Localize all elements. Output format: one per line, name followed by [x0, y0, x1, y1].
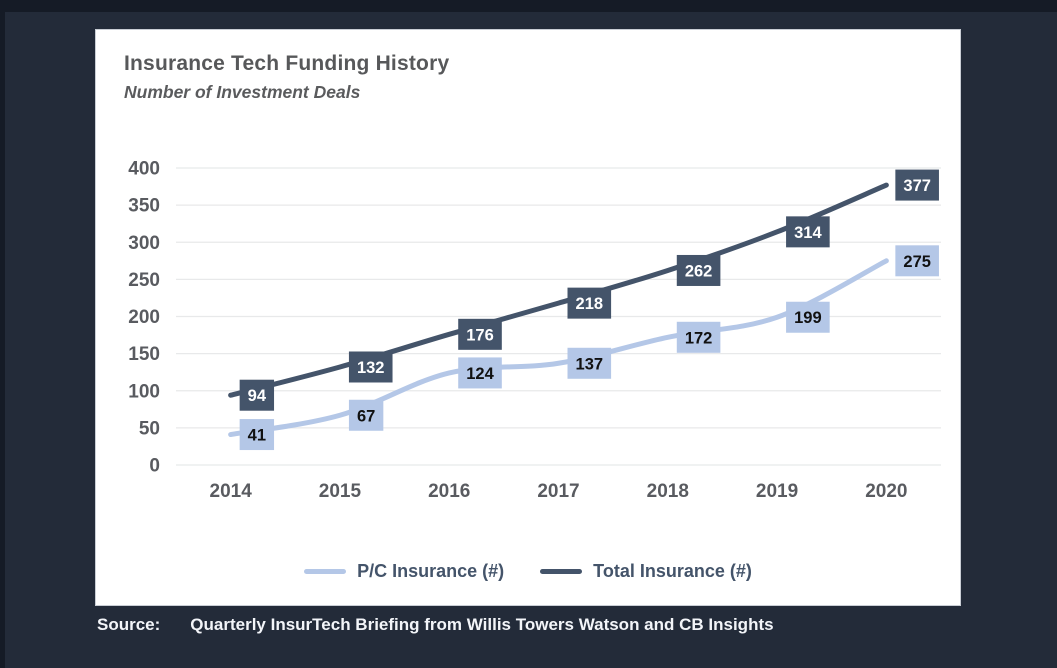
x-axis-tick-label: 2016 — [428, 481, 470, 502]
y-axis-tick-label: 200 — [128, 307, 160, 328]
x-axis-tick-label: 2014 — [210, 481, 253, 502]
line-chart: 0 50 100 150 200 250 300 350 400 2014 2015 2016 2017… — [128, 159, 941, 502]
data-label: 218 — [576, 295, 604, 313]
x-axis-tick-label: 2019 — [756, 481, 798, 502]
data-label: 41 — [248, 427, 266, 445]
x-axis-tick-label: 2020 — [865, 481, 907, 502]
data-label: 132 — [357, 359, 385, 377]
data-label-box — [458, 357, 502, 389]
y-axis-tick-label: 400 — [128, 159, 160, 180]
window-frame-left — [0, 0, 5, 668]
window-frame-top — [0, 0, 1057, 12]
pc-insurance-line-swatch — [304, 569, 347, 574]
data-label-box — [239, 379, 275, 411]
legend-label: P/C Insurance (#) — [357, 561, 505, 581]
data-label: 124 — [466, 365, 494, 383]
data-label: 67 — [357, 407, 375, 425]
data-label-box — [348, 351, 393, 383]
data-label: 176 — [466, 326, 494, 344]
y-axis-tick-label: 150 — [128, 344, 160, 365]
data-label: 172 — [685, 329, 713, 347]
data-label: 314 — [794, 224, 822, 242]
data-label-box — [786, 216, 830, 248]
y-axis-tick-label: 50 — [139, 418, 160, 439]
data-label-box — [348, 399, 384, 431]
y-axis-tick-label: 100 — [128, 381, 160, 402]
data-label-box — [567, 347, 612, 379]
series-line-total — [228, 182, 889, 398]
series-line-pc — [228, 258, 889, 438]
source-label: Source: — [97, 615, 161, 634]
data-label: 94 — [248, 387, 267, 405]
chart-subtitle: Number of Investment Deals — [124, 82, 361, 102]
source-text: Quarterly InsurTech Briefing from Willis… — [190, 615, 774, 634]
chart-card: Insurance Tech Funding History Number of… — [95, 29, 961, 606]
x-axis-tick-label: 2018 — [647, 481, 689, 502]
x-axis-tick-label: 2015 — [319, 481, 362, 502]
legend-item-total-insurance: Total Insurance (#) — [540, 561, 752, 582]
legend: P/C Insurance (#) Total Insurance (#) — [96, 561, 960, 582]
data-label-box — [567, 287, 612, 319]
chart-header: Insurance Tech Funding History Number of… — [124, 52, 449, 103]
data-label: 262 — [685, 262, 713, 280]
data-label: 377 — [903, 177, 931, 195]
source-row: Source: Quarterly InsurTech Briefing fro… — [97, 615, 1017, 635]
data-label: 275 — [903, 253, 931, 271]
data-label-box — [239, 419, 275, 451]
data-label: 199 — [794, 309, 822, 327]
data-label-box — [895, 245, 939, 277]
data-label: 137 — [576, 355, 604, 373]
data-label-box — [895, 169, 939, 201]
legend-item-pc-insurance: P/C Insurance (#) — [304, 561, 504, 582]
y-axis-tick-label: 0 — [149, 456, 160, 477]
x-axis-tick-label: 2017 — [537, 481, 579, 502]
legend-label: Total Insurance (#) — [593, 561, 752, 581]
y-axis-tick-label: 300 — [128, 233, 160, 254]
data-label-box — [676, 321, 721, 353]
data-label-box — [786, 301, 830, 333]
chart-title: Insurance Tech Funding History — [124, 52, 450, 75]
y-axis-tick-label: 250 — [128, 270, 160, 291]
total-insurance-line-swatch — [540, 569, 583, 574]
data-label-box — [458, 318, 502, 350]
y-axis-tick-label: 350 — [128, 196, 160, 217]
data-label-box — [676, 254, 721, 286]
